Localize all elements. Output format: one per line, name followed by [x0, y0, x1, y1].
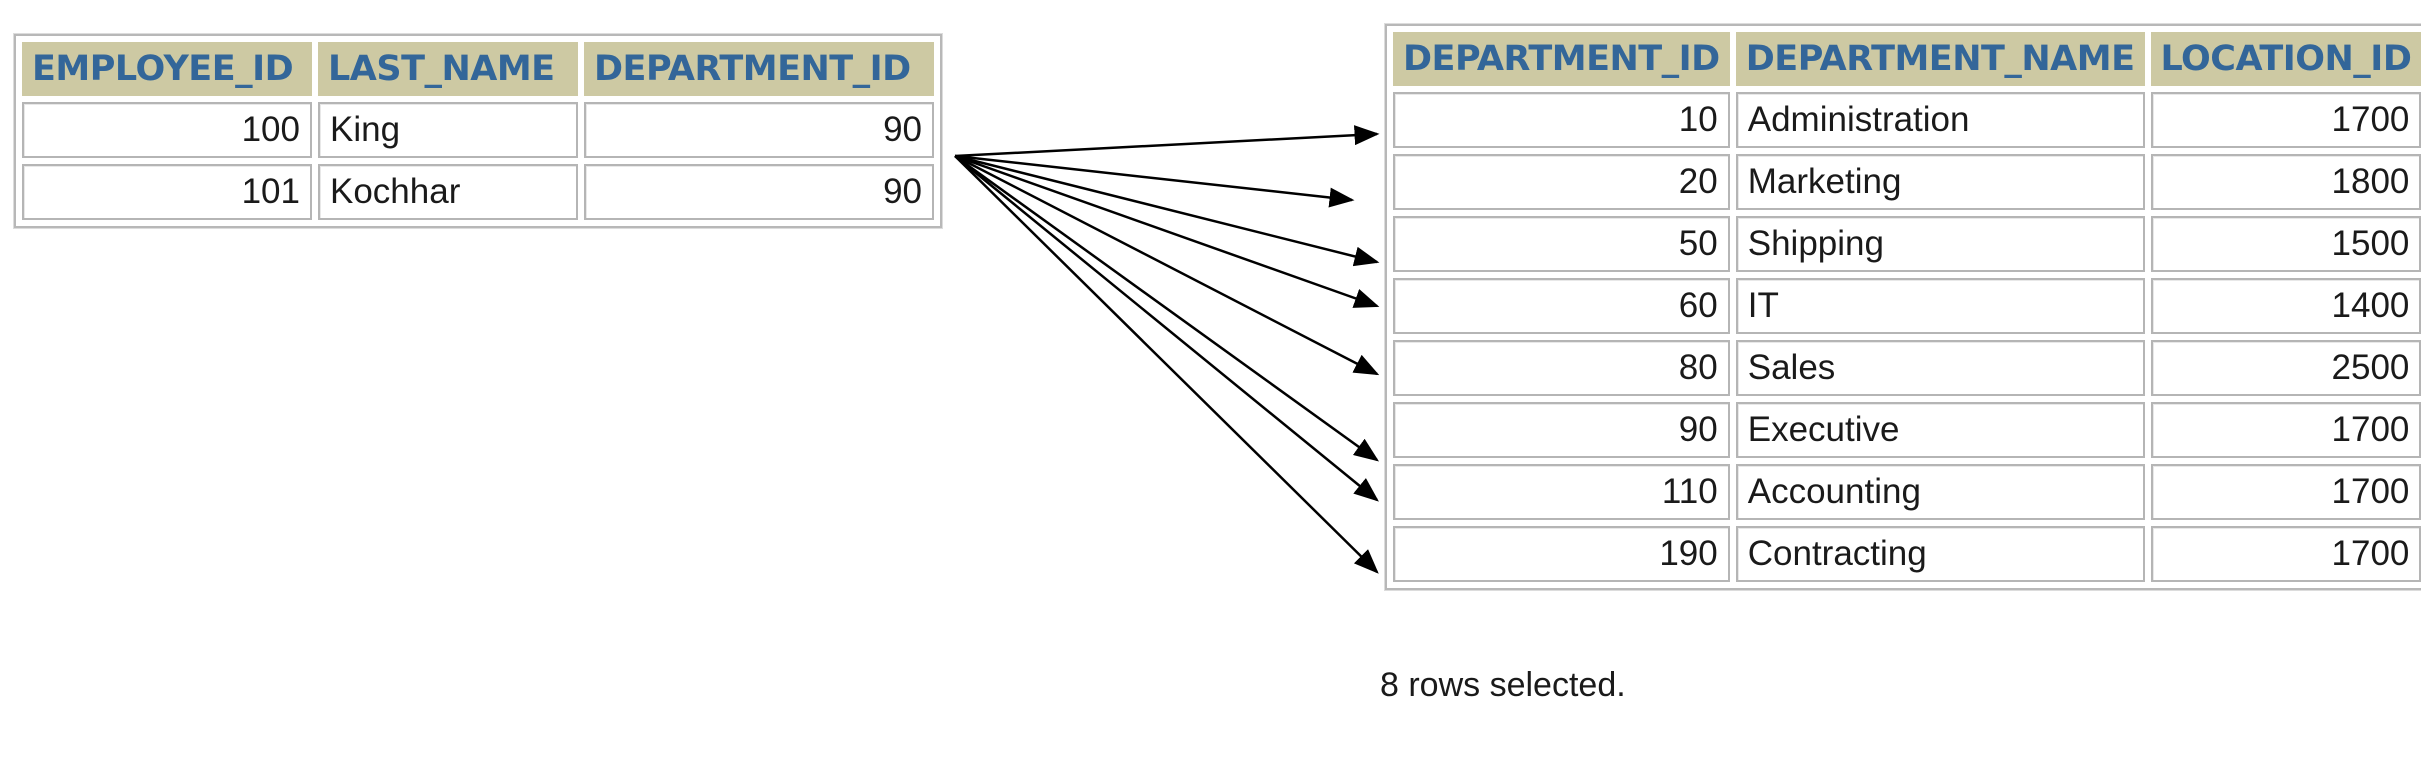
cell-location-id: 1400 [2150, 278, 2421, 334]
column-header-employee-id: EMPLOYEE_ID [22, 42, 312, 96]
column-header-department-id: DEPARTMENT_ID [584, 42, 934, 96]
cell-location-id: 1500 [2150, 216, 2421, 272]
table-row: 90 Executive 1700 [1393, 402, 2421, 458]
table-row: 80 Sales 2500 [1393, 340, 2421, 396]
table-row: 190 Contracting 1700 [1393, 526, 2421, 582]
table-row: 10 Administration 1700 [1393, 92, 2421, 148]
table-row: 101 Kochhar 90 [22, 164, 934, 220]
arrow-to-dept-80 [954, 154, 1380, 376]
cell-department-name: Marketing [1735, 154, 2145, 210]
cell-department-name: Accounting [1735, 464, 2145, 520]
cell-department-id: 20 [1393, 154, 1730, 210]
cell-location-id: 1700 [2150, 464, 2421, 520]
cell-department-id: 60 [1393, 278, 1730, 334]
cell-location-id: 1800 [2150, 154, 2421, 210]
column-header-department-name: DEPARTMENT_NAME [1735, 32, 2145, 86]
cell-employee-id: 100 [22, 102, 312, 158]
cell-department-id: 90 [1393, 402, 1730, 458]
table-row: 100 King 90 [22, 102, 934, 158]
column-header-department-id: DEPARTMENT_ID [1393, 32, 1730, 86]
arrow-to-dept-50 [954, 154, 1380, 267]
arrow-to-dept-20 [954, 154, 1355, 208]
cell-department-name: Administration [1735, 92, 2145, 148]
cell-location-id: 2500 [2150, 340, 2421, 396]
table-row: 110 Accounting 1700 [1393, 464, 2421, 520]
cell-location-id: 1700 [2150, 402, 2421, 458]
departments-header-row: DEPARTMENT_ID DEPARTMENT_NAME LOCATION_I… [1393, 32, 2421, 86]
arrow-to-dept-60 [954, 154, 1380, 308]
column-header-location-id: LOCATION_ID [2150, 32, 2421, 86]
arrow-to-dept-190 [954, 155, 1379, 574]
cell-department-id: 90 [584, 102, 934, 158]
table-row: 50 Shipping 1500 [1393, 216, 2421, 272]
cell-department-name: Contracting [1735, 526, 2145, 582]
cell-department-id: 50 [1393, 216, 1730, 272]
cell-department-id: 190 [1393, 526, 1730, 582]
rows-selected-message: 8 rows selected. [1380, 666, 1626, 704]
cell-department-id: 90 [584, 164, 934, 220]
cell-last-name: Kochhar [318, 164, 578, 220]
cell-last-name: King [318, 102, 578, 158]
arrow-to-dept-110 [954, 155, 1379, 502]
departments-table: DEPARTMENT_ID DEPARTMENT_NAME LOCATION_I… [1385, 24, 2421, 590]
cell-department-id: 80 [1393, 340, 1730, 396]
cell-department-name: IT [1735, 278, 2145, 334]
employees-header-row: EMPLOYEE_ID LAST_NAME DEPARTMENT_ID [22, 42, 934, 96]
table-row: 60 IT 1400 [1393, 278, 2421, 334]
column-header-last-name: LAST_NAME [318, 42, 578, 96]
cell-department-id: 110 [1393, 464, 1730, 520]
employees-table: EMPLOYEE_ID LAST_NAME DEPARTMENT_ID 100 … [14, 34, 942, 228]
cell-location-id: 1700 [2150, 92, 2421, 148]
cell-department-id: 10 [1393, 92, 1730, 148]
table-row: 20 Marketing 1800 [1393, 154, 2421, 210]
arrow-to-dept-90 [954, 154, 1380, 462]
cell-location-id: 1700 [2150, 526, 2421, 582]
cell-department-name: Executive [1735, 402, 2145, 458]
arrow-to-dept-10 [954, 125, 1380, 158]
cell-employee-id: 101 [22, 164, 312, 220]
cell-department-name: Shipping [1735, 216, 2145, 272]
cell-department-name: Sales [1735, 340, 2145, 396]
